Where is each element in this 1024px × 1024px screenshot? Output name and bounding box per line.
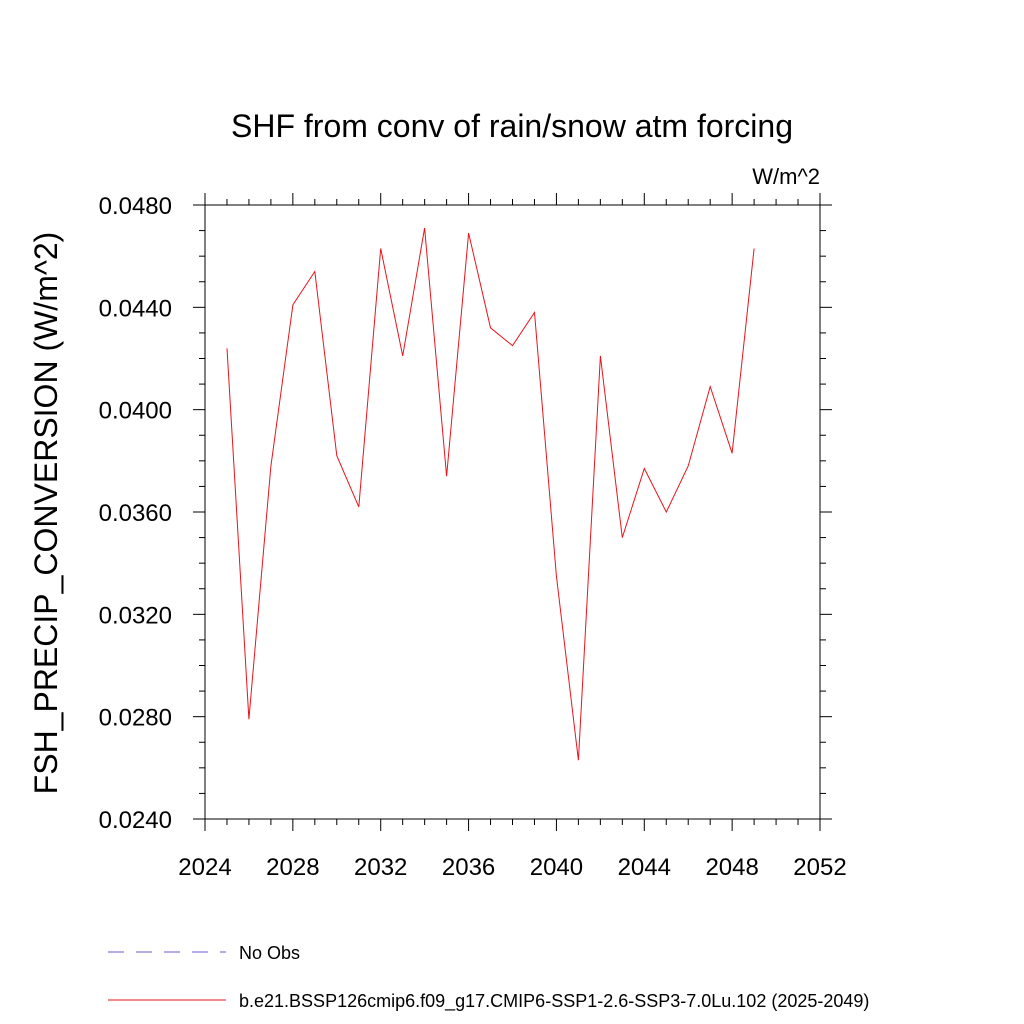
chart-title: SHF from conv of rain/snow atm forcing <box>231 108 793 144</box>
x-tick-label: 2028 <box>266 854 319 881</box>
y-tick-label: 0.0280 <box>99 705 172 732</box>
axis-tick-labels: 2024 2028 2032 2036 2040 2044 2048 2052 0.0240 0.… <box>99 193 847 881</box>
x-tick-label: 2040 <box>530 854 583 881</box>
y-tick-label: 0.0360 <box>99 500 172 527</box>
units-label: W/m^2 <box>752 164 820 189</box>
x-tick-label: 2036 <box>442 854 495 881</box>
series-line <box>226 227 755 761</box>
x-tick-label: 2024 <box>178 854 231 881</box>
x-tick-label: 2052 <box>793 854 846 881</box>
y-tick-label: 0.0240 <box>99 807 172 834</box>
y-axis-label: FSH_PRECIP_CONVERSION (W/m^2) <box>28 232 64 795</box>
axis-ticks <box>193 193 832 831</box>
plot-frame <box>204 204 821 820</box>
x-tick-label: 2048 <box>705 854 758 881</box>
series-layer <box>226 227 755 761</box>
y-tick-label: 0.0320 <box>99 602 172 629</box>
legend-label: b.e21.BSSP126cmip6.f09_g17.CMIP6-SSP1-2.… <box>239 991 869 1012</box>
legend: No Obs b.e21.BSSP126cmip6.f09_g17.CMIP6-S… <box>108 943 869 1012</box>
x-tick-label: 2032 <box>354 854 407 881</box>
legend-label: No Obs <box>239 943 300 963</box>
y-tick-label: 0.0400 <box>99 398 172 425</box>
x-tick-label: 2044 <box>618 854 671 881</box>
y-tick-label: 0.0440 <box>99 295 172 322</box>
y-tick-label: 0.0480 <box>99 193 172 220</box>
